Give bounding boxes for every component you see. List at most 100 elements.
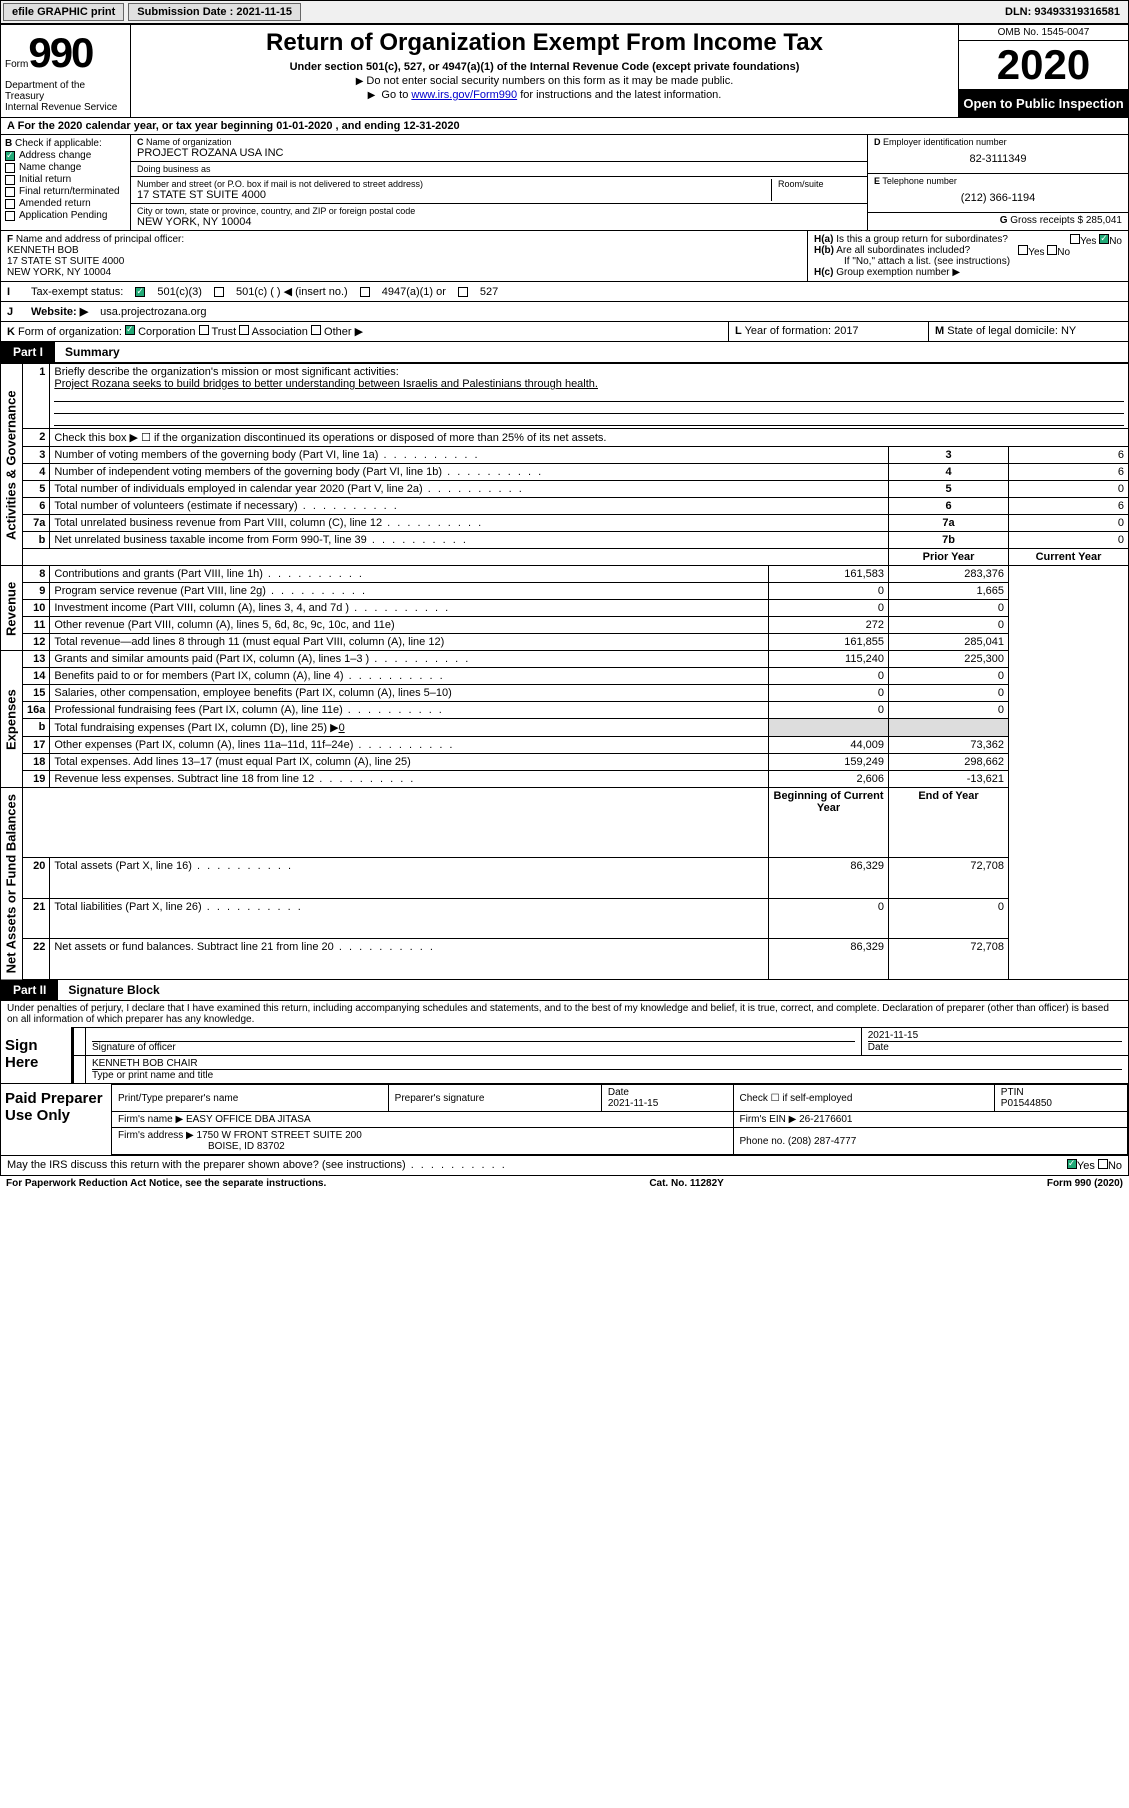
- chk-amended[interactable]: [5, 199, 15, 209]
- line-9: Program service revenue (Part VIII, line…: [50, 583, 769, 600]
- box-6: 6: [889, 498, 1009, 515]
- chk-501c3[interactable]: [135, 287, 145, 297]
- line-3: Number of voting members of the governin…: [50, 447, 889, 464]
- lbl-discuss-no: No: [1108, 1160, 1122, 1172]
- lbl-firm-addr: Firm's address ▶: [118, 1130, 194, 1141]
- hdr-beg: Beginning of Current Year: [769, 788, 889, 858]
- chk-corp[interactable]: [125, 325, 135, 335]
- hdr-end: End of Year: [889, 788, 1009, 858]
- num-16a: 16a: [23, 702, 50, 719]
- sig-officer-cell: Signature of officer: [85, 1028, 861, 1055]
- lbl-527: 527: [480, 286, 498, 298]
- chk-hb-yes[interactable]: [1018, 245, 1028, 255]
- part-i-bar: Part I Summary: [0, 342, 1129, 363]
- chk-527[interactable]: [458, 287, 468, 297]
- chk-initial-return[interactable]: [5, 175, 15, 185]
- num-7a: 7a: [23, 515, 50, 532]
- part-ii-bar: Part II Signature Block: [0, 980, 1129, 1001]
- val-16ap: 0: [769, 702, 889, 719]
- year-formation: 2017: [834, 325, 858, 337]
- line-11: Other revenue (Part VIII, column (A), li…: [50, 617, 769, 634]
- lbl-firm-phone: Phone no.: [740, 1136, 786, 1147]
- chk-final-return[interactable]: [5, 187, 15, 197]
- chk-discuss-no[interactable]: [1098, 1159, 1108, 1169]
- chk-ha-yes[interactable]: [1070, 234, 1080, 244]
- val-4: 6: [1009, 464, 1129, 481]
- part-ii-title: Signature Block: [68, 983, 159, 997]
- chk-trust[interactable]: [199, 325, 209, 335]
- num-5: 5: [23, 481, 50, 498]
- lbl-app-pending: Application Pending: [19, 210, 107, 221]
- lbl-hb-yes: Yes: [1028, 247, 1044, 258]
- gross-receipts: 285,041: [1086, 215, 1122, 226]
- firm-phone-cell: Phone no. (208) 287-4777: [733, 1128, 1128, 1155]
- efile-button[interactable]: efile GRAPHIC print: [3, 3, 124, 21]
- num-10: 10: [23, 600, 50, 617]
- lbl-firm-ein: Firm's EIN ▶: [740, 1114, 797, 1125]
- line-21: Total liabilities (Part X, line 26): [50, 898, 769, 939]
- val-12p: 161,855: [769, 634, 889, 651]
- submission-button[interactable]: Submission Date : 2021-11-15: [128, 3, 301, 21]
- chk-other[interactable]: [311, 325, 321, 335]
- val-17c: 73,362: [889, 737, 1009, 754]
- cell-city: City or town, state or province, country…: [131, 204, 867, 230]
- inspection-badge: Open to Public Inspection: [959, 90, 1128, 117]
- officer-addr1: 17 STATE ST SUITE 4000: [7, 256, 124, 267]
- chk-hb-no[interactable]: [1047, 245, 1057, 255]
- line-6: Total number of volunteers (estimate if …: [50, 498, 889, 515]
- chk-ha-no[interactable]: [1099, 234, 1109, 244]
- line-19: Revenue less expenses. Subtract line 18 …: [50, 771, 769, 788]
- line-k: K Form of organization: Corporation Trus…: [1, 322, 728, 341]
- col-f: F Name and address of principal officer:…: [1, 231, 808, 281]
- prep-self-emp: Check ☐ if self-employed: [733, 1085, 994, 1112]
- num-16b: b: [23, 719, 50, 737]
- chk-discuss-yes[interactable]: [1067, 1159, 1077, 1169]
- line-22: Net assets or fund balances. Subtract li…: [50, 939, 769, 980]
- lbl-prep-sig: Preparer's signature: [388, 1085, 601, 1112]
- col-c: C Name of organization PROJECT ROZANA US…: [131, 135, 868, 230]
- val-6: 6: [1009, 498, 1129, 515]
- val-8p: 161,583: [769, 566, 889, 583]
- val-22c: 72,708: [889, 939, 1009, 980]
- lbl-street: Number and street (or P.O. box if mail i…: [137, 179, 771, 189]
- line-17: Other expenses (Part IX, column (A), lin…: [50, 737, 769, 754]
- dln-label: DLN:: [1005, 6, 1031, 18]
- lbl-room: Room/suite: [778, 179, 861, 189]
- lbl-sig-officer: Signature of officer: [92, 1041, 855, 1053]
- lbl-city: City or town, state or province, country…: [137, 206, 861, 216]
- line-a: A For the 2020 calendar year, or tax yea…: [1, 118, 1128, 135]
- irs-link[interactable]: www.irs.gov/Form990: [411, 89, 517, 101]
- val-11c: 0: [889, 617, 1009, 634]
- side-revenue: Revenue: [1, 566, 23, 651]
- firm-addr1: 1750 W FRONT STREET SUITE 200: [197, 1130, 362, 1141]
- lbl-form-org: Form of organization:: [18, 326, 122, 338]
- chk-assoc[interactable]: [239, 325, 249, 335]
- firm-ein-cell: Firm's EIN ▶ 26-2176601: [733, 1112, 1128, 1128]
- num-6: 6: [23, 498, 50, 515]
- lbl-tax-status: Tax-exempt status:: [31, 286, 123, 298]
- num-18: 18: [23, 754, 50, 771]
- chk-4947[interactable]: [360, 287, 370, 297]
- prep-date: 2021-11-15: [608, 1098, 658, 1109]
- val-9c: 1,665: [889, 583, 1009, 600]
- firm-addr-cell: Firm's address ▶ 1750 W FRONT STREET SUI…: [112, 1128, 734, 1155]
- form-word: Form: [5, 59, 28, 70]
- l1-label: Briefly describe the organization's miss…: [54, 366, 398, 378]
- sig-arrow-icon: [71, 1028, 85, 1055]
- chk-app-pending[interactable]: [5, 211, 15, 221]
- ein: 82-3111349: [874, 147, 1122, 171]
- form-title: Return of Organization Exempt From Incom…: [137, 29, 952, 57]
- val-22p: 86,329: [769, 939, 889, 980]
- chk-address-change[interactable]: [5, 151, 15, 161]
- num-4: 4: [23, 464, 50, 481]
- lbl-dba: Doing business as: [137, 164, 861, 174]
- form-ref: Form 990 (2020): [1047, 1178, 1123, 1189]
- perjury-statement: Under penalties of perjury, I declare th…: [1, 1001, 1128, 1027]
- chk-name-change[interactable]: [5, 163, 15, 173]
- val-17p: 44,009: [769, 737, 889, 754]
- chk-501c[interactable]: [214, 287, 224, 297]
- lbl-501c3: 501(c)(3): [157, 286, 202, 298]
- val-20c: 72,708: [889, 857, 1009, 898]
- hb-text: Are all subordinates included?: [836, 245, 970, 256]
- firm-phone: (208) 287-4777: [788, 1136, 856, 1147]
